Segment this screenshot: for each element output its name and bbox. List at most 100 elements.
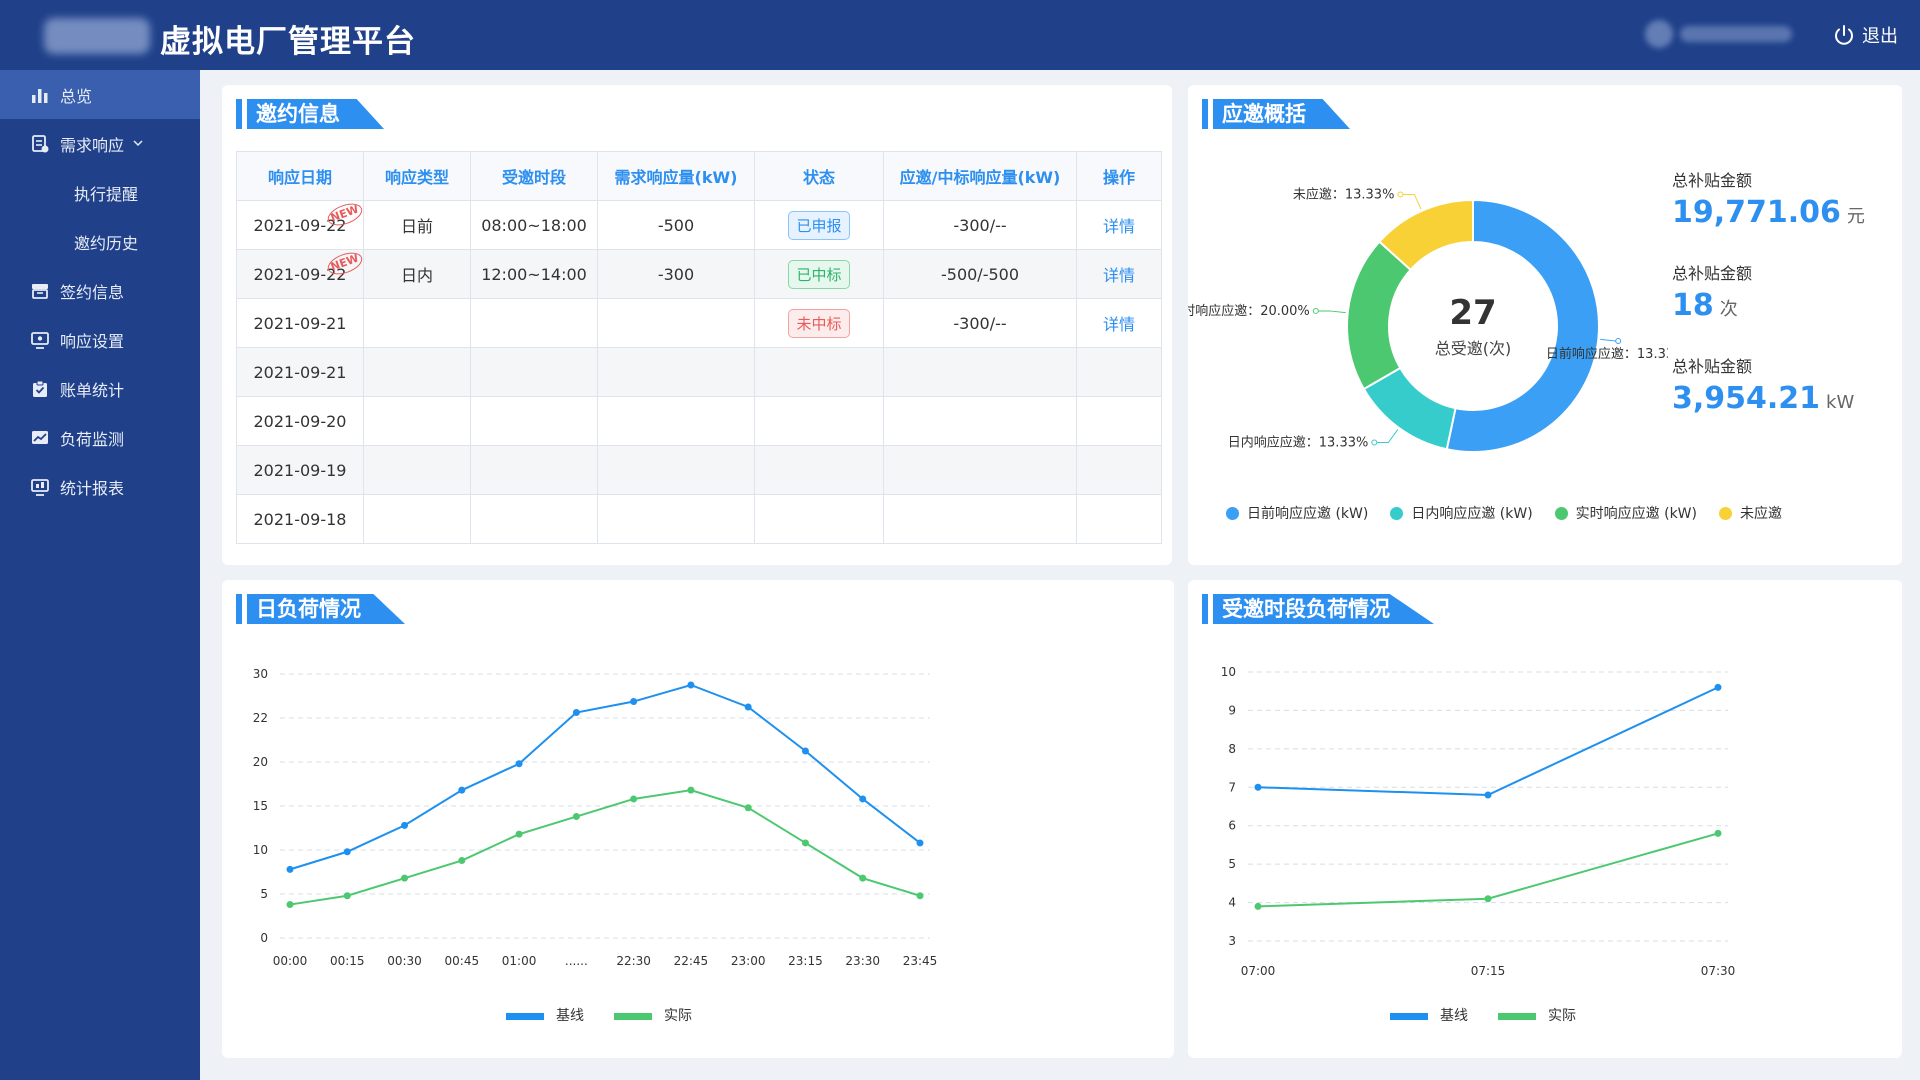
data-point[interactable] — [286, 901, 294, 909]
invitation-table: 响应日期 响应类型 受邀时段 需求响应量(kW) 状态 应邀/中标响应量(kW) 操作 20… — [236, 151, 1162, 544]
data-point[interactable] — [916, 892, 924, 900]
data-point[interactable] — [859, 874, 867, 882]
legend-item[interactable]: 日前响应应邀 (kW) — [1226, 503, 1368, 523]
data-point[interactable] — [343, 892, 351, 900]
legend-item[interactable]: 基线 — [1390, 1005, 1468, 1025]
data-point[interactable] — [687, 786, 695, 794]
demand-amount — [597, 494, 755, 544]
data-point[interactable] — [1484, 791, 1492, 799]
data-point[interactable] — [1714, 829, 1722, 837]
response-type — [363, 298, 471, 348]
logout-button[interactable]: 退出 — [1832, 22, 1898, 48]
sidebar-item[interactable]: 执行提醒 — [0, 168, 200, 217]
data-point[interactable] — [401, 874, 409, 882]
response-date: 2021-09-18 — [253, 509, 347, 529]
period-legend: 基线 实际 — [1390, 1005, 1576, 1025]
sidebar-item[interactable]: 响应设置 — [0, 315, 200, 364]
legend-item[interactable]: 基线 — [506, 1005, 584, 1025]
data-point[interactable] — [286, 865, 294, 873]
sidebar-item[interactable]: 统计报表 — [0, 462, 200, 511]
invite-period: 12:00~14:00 — [470, 249, 598, 299]
data-point[interactable] — [1484, 895, 1492, 903]
donut-slice[interactable] — [1377, 198, 1474, 272]
legend-label: 未应邀 — [1739, 506, 1782, 522]
y-tick-label: 7 — [1228, 780, 1236, 794]
sidebar-item[interactable]: 邀约历史 — [0, 217, 200, 266]
sidebar-item[interactable]: 负荷监测 — [0, 413, 200, 462]
data-point[interactable] — [801, 747, 809, 755]
data-point[interactable] — [916, 839, 924, 847]
donut-chart: 日前响应应邀：13.33% 日内响应应邀：13.33% 实时响应应邀：20.00% 未… — [1188, 186, 1668, 453]
logout-label: 退出 — [1862, 26, 1898, 47]
legend-item[interactable]: 未应邀 — [1718, 503, 1782, 523]
user-avatar[interactable] — [1645, 20, 1673, 48]
data-point[interactable] — [630, 698, 638, 705]
column-header[interactable]: 应邀/中标响应量(kW) — [883, 151, 1077, 201]
status-cell — [754, 494, 884, 544]
data-point[interactable] — [401, 821, 409, 829]
data-point[interactable] — [1254, 902, 1262, 910]
sidebar-item[interactable]: 账单统计 — [0, 364, 200, 413]
x-tick-label: 07:15 — [1471, 964, 1506, 978]
data-point[interactable] — [458, 857, 466, 865]
data-point[interactable] — [630, 795, 638, 803]
sidebar-item[interactable]: 需求响应 — [0, 119, 200, 168]
column-header[interactable]: 响应类型 — [363, 151, 471, 201]
x-tick-label: 22:30 — [616, 954, 651, 968]
response-amount: -300/-- — [883, 200, 1077, 250]
column-header[interactable]: 响应日期 — [236, 151, 364, 201]
table-row: 2021-09-22 NEW 日内 12:00~14:00 -300 已中标 -500/-5… — [236, 248, 1162, 299]
x-tick-label: 23:30 — [845, 954, 880, 968]
details-link[interactable]: 详情 — [1102, 266, 1135, 285]
sidebar-item[interactable]: 签约信息 — [0, 266, 200, 315]
data-point[interactable] — [1714, 683, 1722, 691]
callout-line — [1400, 193, 1422, 210]
legend-item[interactable]: 实际 — [1498, 1005, 1576, 1025]
details-link[interactable]: 详情 — [1102, 217, 1135, 236]
y-tick-label: 3 — [1228, 934, 1236, 948]
stat-value-row: 19,771.06 元 — [1672, 195, 1865, 230]
data-point[interactable] — [744, 703, 752, 711]
y-tick-label: 9 — [1228, 703, 1236, 717]
details-link[interactable]: 详情 — [1102, 315, 1135, 334]
column-header[interactable]: 需求响应量(kW) — [597, 151, 755, 201]
action-cell — [1076, 494, 1162, 544]
period-load-title: 受邀时段负荷情况 — [1213, 594, 1434, 624]
legend-dot — [1718, 506, 1732, 520]
data-point[interactable] — [1254, 783, 1262, 791]
legend-item[interactable]: 实时响应应邀 (kW) — [1554, 503, 1697, 523]
data-point[interactable] — [515, 760, 523, 768]
data-point[interactable] — [859, 795, 867, 803]
response-type: 日内 — [363, 249, 471, 299]
sidebar-item[interactable]: 总览 — [0, 70, 200, 119]
callout-dot — [1371, 439, 1378, 446]
data-point[interactable] — [572, 709, 580, 716]
data-point[interactable] — [687, 681, 695, 689]
date-cell: 2021-09-18 — [236, 494, 364, 544]
y-tick-label: 0 — [260, 931, 268, 945]
donut-slice[interactable] — [1445, 198, 1600, 453]
legend-item[interactable]: 日内响应应邀 (kW) — [1390, 503, 1533, 523]
data-point[interactable] — [572, 813, 580, 821]
user-name[interactable] — [1680, 26, 1792, 42]
status-badge: 已中标 — [788, 259, 850, 289]
column-header[interactable]: 操作 — [1076, 151, 1162, 201]
donut-slice[interactable] — [1346, 240, 1412, 391]
data-point[interactable] — [801, 839, 809, 847]
invitation-card: 邀约信息 响应日期 响应类型 受邀时段 需求响应量(kW) 状态 应邀/中标响应量(kW)… — [222, 85, 1172, 565]
stat-value: 3,954.21 — [1672, 381, 1821, 416]
data-point[interactable] — [515, 830, 523, 838]
data-point[interactable] — [458, 786, 466, 794]
data-point[interactable] — [744, 804, 752, 812]
legend-item[interactable]: 实际 — [614, 1005, 692, 1025]
column-header[interactable]: 受邀时段 — [470, 151, 598, 201]
date-cell: 2021-09-21 — [236, 298, 364, 348]
data-point[interactable] — [343, 848, 351, 856]
legend-swatch — [1390, 1012, 1428, 1020]
column-header[interactable]: 状态 — [754, 151, 884, 201]
status-cell — [754, 445, 884, 495]
callout-line — [1315, 310, 1346, 314]
y-tick-label: 5 — [260, 887, 268, 901]
y-tick-label: 10 — [1221, 665, 1236, 679]
stat-label: 总补贴金额 — [1672, 171, 1753, 190]
